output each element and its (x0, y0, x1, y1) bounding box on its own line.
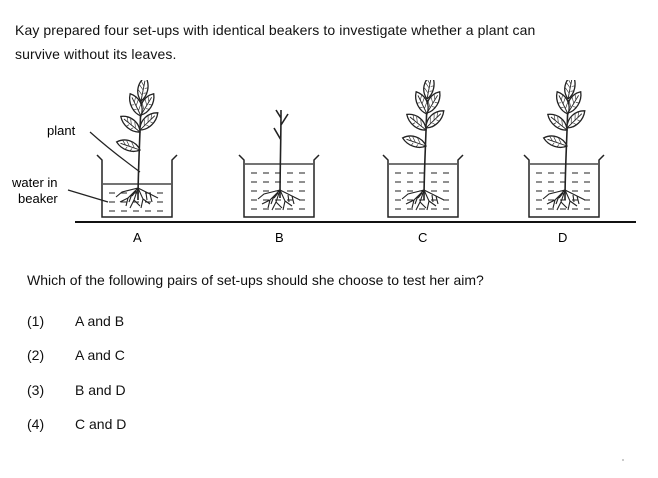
scan-speck (622, 459, 624, 461)
question-line-2: survive without its leaves. (15, 46, 177, 62)
experiment-diagram: plant water in beaker A B (11, 80, 636, 245)
setup-d: D (523, 80, 605, 245)
label-plant: plant (47, 123, 76, 138)
option-text: A and C (75, 347, 125, 363)
option-number: (1) (27, 313, 45, 329)
setup-c: C (382, 80, 464, 245)
beaker-b (238, 154, 320, 218)
beaker-d (523, 154, 605, 218)
option-number: (2) (27, 347, 45, 363)
label-water-2: beaker (18, 191, 58, 206)
option-2[interactable]: (2) A and C (27, 347, 125, 363)
setup-a: A (96, 80, 178, 245)
option-3[interactable]: (3) B and D (27, 382, 126, 398)
setup-letter-d: D (558, 230, 567, 245)
question-line-1: Kay prepared four set-ups with identical… (15, 22, 536, 38)
question-prompt: Which of the following pairs of set-ups … (27, 272, 484, 288)
option-number: (3) (27, 382, 45, 398)
pointer-plant (89, 131, 141, 173)
option-4[interactable]: (4) C and D (27, 416, 126, 432)
setup-letter-c: C (418, 230, 427, 245)
option-1[interactable]: (1) A and B (27, 313, 124, 329)
setup-letter-a: A (133, 230, 142, 245)
setup-letter-b: B (275, 230, 284, 245)
option-text: B and D (75, 382, 126, 398)
label-water-1: water in (11, 175, 58, 190)
option-text: C and D (75, 416, 127, 432)
beaker-a (96, 154, 178, 218)
setup-b: B (238, 109, 320, 245)
option-text: A and B (75, 313, 125, 329)
beaker-c (382, 154, 464, 218)
option-number: (4) (27, 416, 45, 432)
question-text: Kay prepared four set-ups with identical… (15, 18, 635, 66)
